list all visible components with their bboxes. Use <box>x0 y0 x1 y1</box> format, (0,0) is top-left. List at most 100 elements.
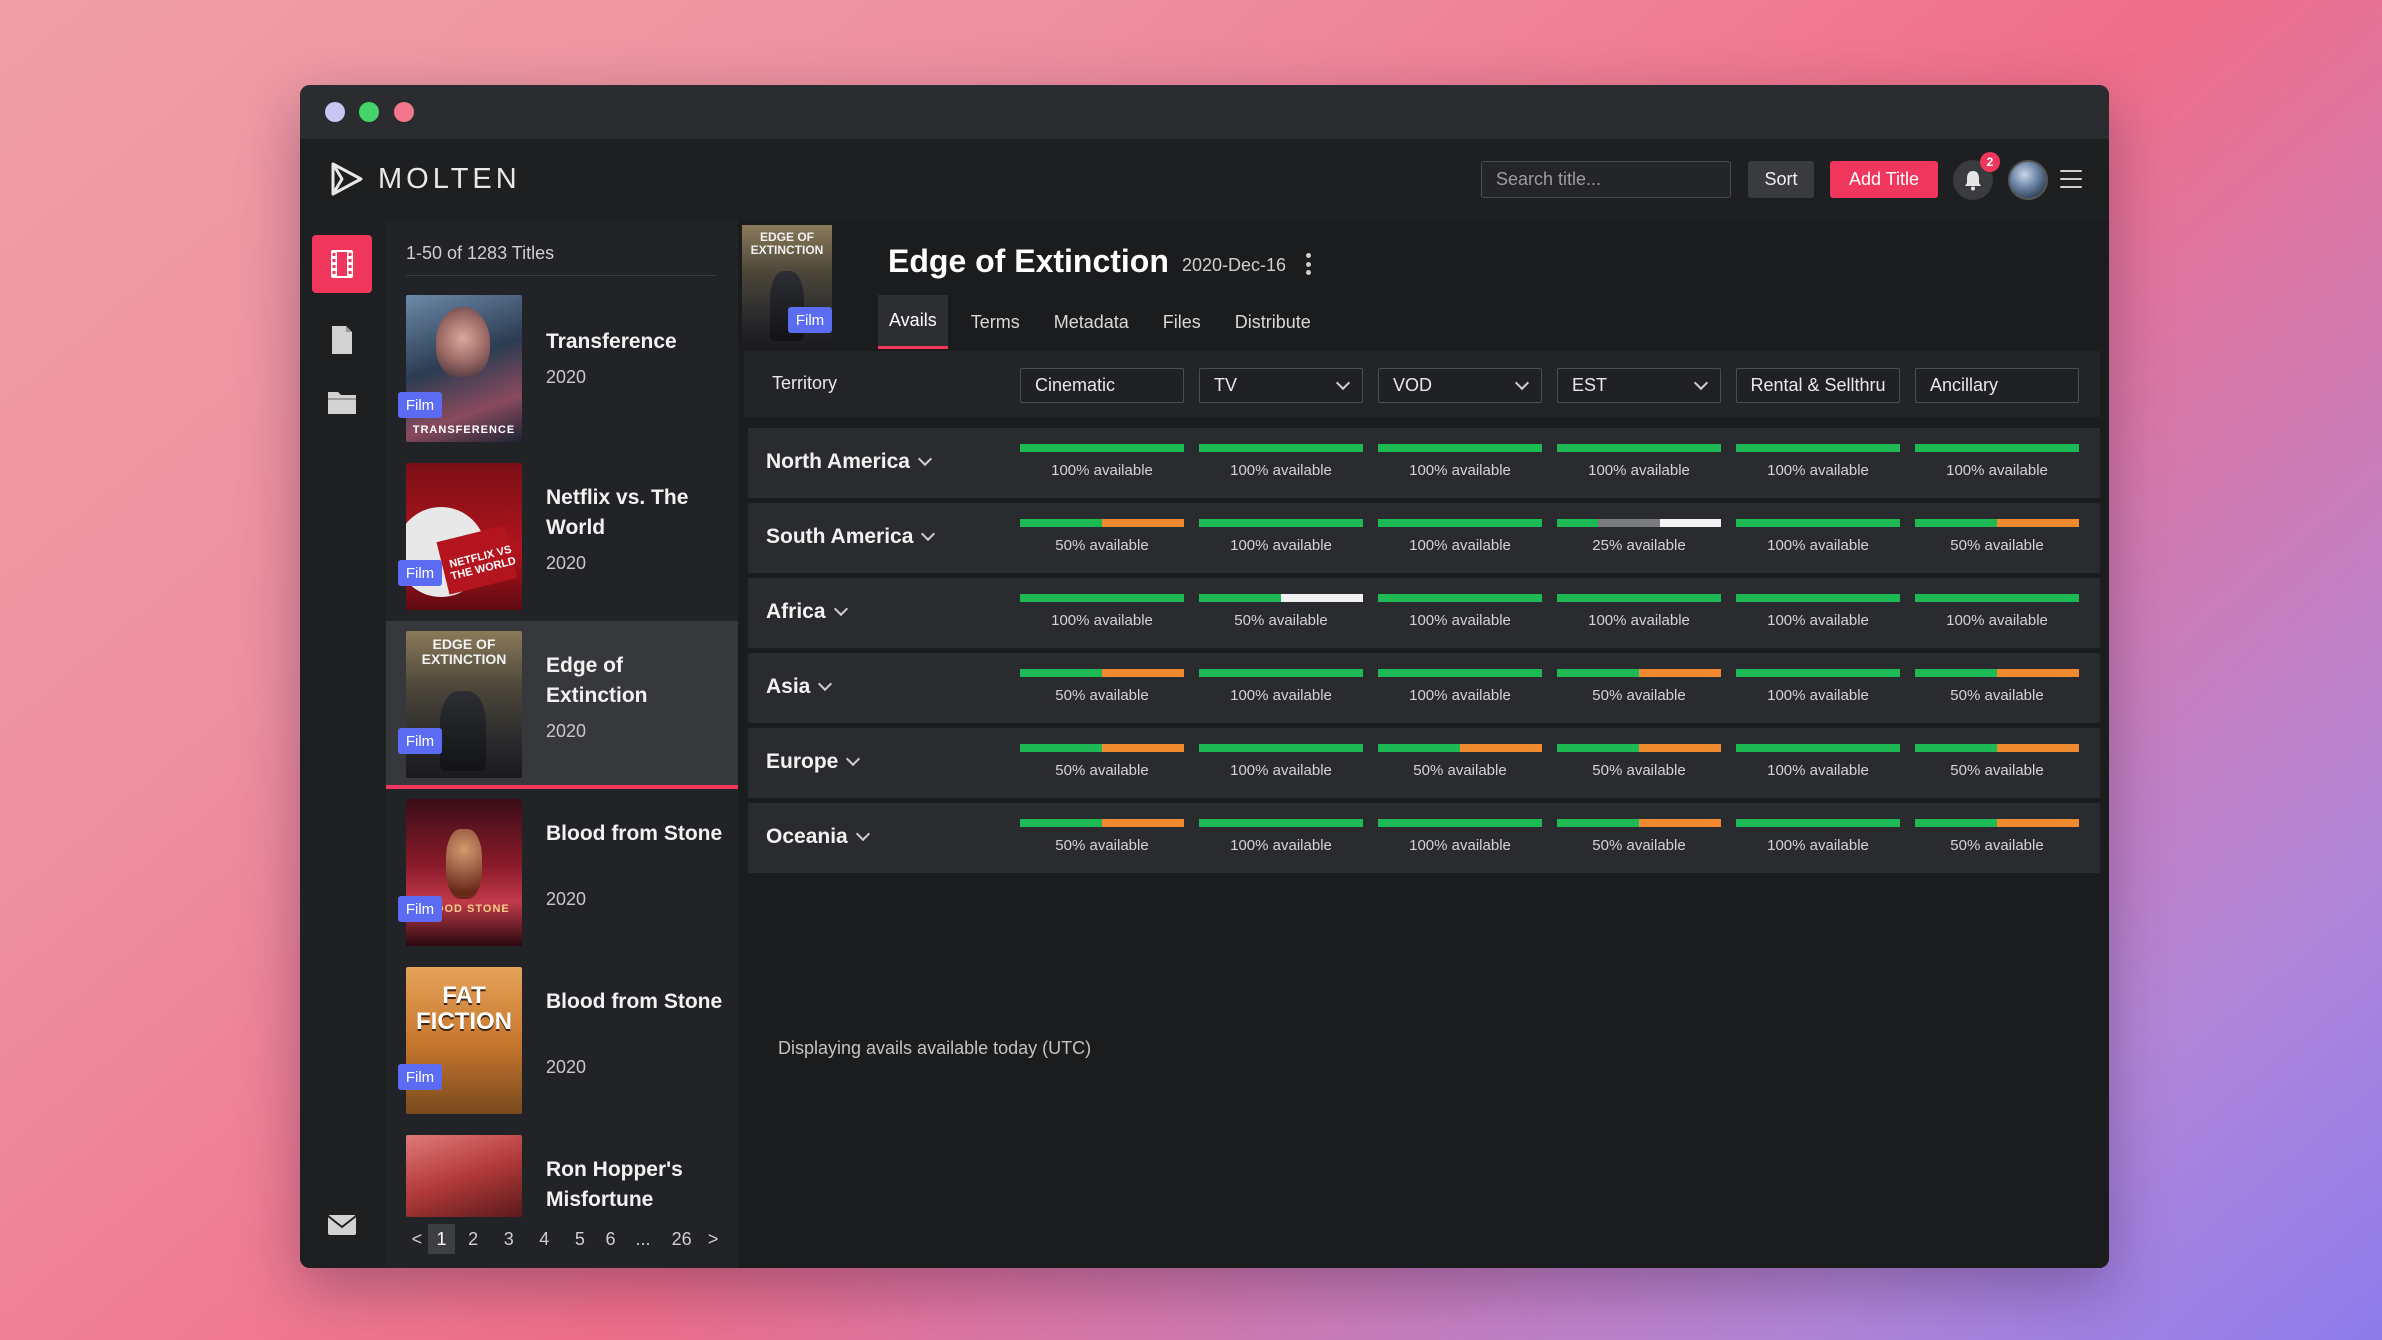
region-row[interactable]: Asia 50% available 100% available 100% avai… <box>748 653 2100 723</box>
window-minimize-button[interactable] <box>359 102 379 122</box>
avail-cell[interactable]: 100% available <box>1199 444 1363 479</box>
column-filter-ancillary[interactable]: Ancillary <box>1915 368 2079 403</box>
avail-cell[interactable]: 100% available <box>1378 444 1542 479</box>
avail-cell[interactable]: 100% available <box>1020 594 1184 629</box>
avail-cell[interactable]: 50% available <box>1915 519 2079 554</box>
avail-cell[interactable]: 50% available <box>1199 594 1363 629</box>
logo[interactable]: MOLTEN <box>330 161 521 197</box>
avail-cell[interactable]: 100% available <box>1199 519 1363 554</box>
page-title: Edge of Extinction <box>888 243 1169 279</box>
tab-terms[interactable]: Terms <box>970 311 1020 332</box>
rail-titles[interactable] <box>312 235 372 293</box>
avail-cell[interactable]: 100% available <box>1378 594 1542 629</box>
avail-cell[interactable]: 100% available <box>1736 744 1900 779</box>
rail-folders[interactable] <box>312 373 372 431</box>
tab-distribute[interactable]: Distribute <box>1234 311 1311 332</box>
region-name[interactable]: North America <box>766 450 933 474</box>
avail-cell[interactable]: 50% available <box>1915 819 2079 854</box>
avail-cell[interactable]: 100% available <box>1915 594 2079 629</box>
tab-metadata[interactable]: Metadata <box>1053 311 1129 332</box>
region-name[interactable]: Africa <box>766 600 848 624</box>
avail-cell[interactable]: 100% available <box>1199 744 1363 779</box>
title-list-item[interactable]: NETFLIX VS THE WORLD Film Netflix vs. Th… <box>386 453 738 621</box>
avail-cell[interactable]: 100% available <box>1736 444 1900 479</box>
avail-cell[interactable]: 50% available <box>1378 744 1542 779</box>
avail-cell[interactable]: 100% available <box>1915 444 2079 479</box>
pager-page[interactable]: 3 <box>503 1228 514 1249</box>
title-list-item-selected[interactable]: EDGE OF EXTINCTION Film Edge of Extincti… <box>386 621 738 789</box>
avail-cell[interactable]: 100% available <box>1378 669 1542 704</box>
avail-cell[interactable]: 50% available <box>1557 669 1721 704</box>
more-options-icon[interactable] <box>1306 253 1312 275</box>
search-input[interactable] <box>1481 161 1731 198</box>
column-filter-rental-sellthru[interactable]: Rental & Sellthru <box>1736 368 1900 403</box>
pager-page-last[interactable]: 26 <box>671 1228 692 1249</box>
title-list-item[interactable]: FAT FICTION Film Blood from Stone 2020 <box>386 957 738 1125</box>
hamburger-menu-icon[interactable] <box>2060 168 2082 190</box>
avail-label: 50% available <box>1950 762 2044 779</box>
avail-cell[interactable]: 100% available <box>1199 669 1363 704</box>
avail-cell[interactable]: 50% available <box>1020 744 1184 779</box>
pager-next[interactable]: > <box>707 1228 719 1249</box>
column-filter-tv[interactable]: TV <box>1199 368 1363 403</box>
title-list-item[interactable]: TRANSFERENCE Film Transference 2020 <box>386 285 738 453</box>
pager-page[interactable]: 5 <box>574 1228 585 1249</box>
detail-poster: EDGE OF EXTINCTION Film <box>742 225 832 349</box>
bar-segment-green <box>1915 669 1997 677</box>
sort-button[interactable]: Sort <box>1748 161 1814 198</box>
avail-cell[interactable]: 100% available <box>1736 819 1900 854</box>
region-name[interactable]: Europe <box>766 750 861 774</box>
tab-avails[interactable]: Avails <box>878 295 948 349</box>
bar-segment-orange <box>1102 744 1184 752</box>
title-list-item[interactable]: BLOOD STONE Film Blood from Stone 2020 <box>386 789 738 957</box>
pager-page[interactable]: 1 <box>427 1224 456 1254</box>
region-name[interactable]: Asia <box>766 675 833 699</box>
avail-cell[interactable]: 100% available <box>1378 519 1542 554</box>
avail-cell[interactable]: 100% available <box>1378 819 1542 854</box>
avail-cell[interactable]: 50% available <box>1020 819 1184 854</box>
avail-cell[interactable]: 50% available <box>1915 669 2079 704</box>
window-close-button[interactable] <box>325 102 345 122</box>
avail-cell[interactable]: 100% available <box>1736 594 1900 629</box>
pager-page[interactable]: 4 <box>539 1228 550 1249</box>
region-row[interactable]: South America 50% available 100% available… <box>748 503 2100 573</box>
avail-cell[interactable]: 100% available <box>1736 519 1900 554</box>
avail-cell[interactable]: 25% available <box>1557 519 1721 554</box>
avail-cell[interactable]: 50% available <box>1557 744 1721 779</box>
title-detail: EDGE OF EXTINCTION Film Edge of Extincti… <box>738 221 2109 1268</box>
pager-prev[interactable]: < <box>411 1228 423 1249</box>
avatar[interactable] <box>2008 160 2048 200</box>
avail-cell[interactable]: 50% available <box>1020 519 1184 554</box>
window-zoom-button[interactable] <box>394 102 414 122</box>
bar-segment-green <box>1020 519 1102 527</box>
region-row[interactable]: Europe 50% available 100% available 50% ava… <box>748 728 2100 798</box>
bar-segment-green <box>1736 594 1900 602</box>
avail-cell[interactable]: 50% available <box>1557 819 1721 854</box>
region-row[interactable]: Oceania 50% available 100% available 100% a… <box>748 803 2100 873</box>
avail-cell[interactable]: 100% available <box>1020 444 1184 479</box>
avail-cell[interactable]: 100% available <box>1199 819 1363 854</box>
tab-files[interactable]: Files <box>1162 311 1201 332</box>
avail-cell[interactable]: 100% available <box>1736 669 1900 704</box>
add-title-button[interactable]: Add Title <box>1830 161 1938 198</box>
pager-ellipsis: ... <box>635 1228 651 1249</box>
region-name[interactable]: South America <box>766 525 936 549</box>
rail-documents[interactable] <box>312 311 372 369</box>
column-filter-vod[interactable]: VOD <box>1378 368 1542 403</box>
region-name[interactable]: Oceania <box>766 825 870 849</box>
avail-label: 100% available <box>1409 612 1511 629</box>
avail-cell[interactable]: 100% available <box>1557 594 1721 629</box>
availability-bar <box>1020 519 1184 527</box>
region-row[interactable]: North America 100% available 100% availabl… <box>748 428 2100 498</box>
rail-messages[interactable] <box>312 1196 372 1254</box>
document-icon <box>332 326 352 354</box>
title-list-item[interactable]: Ron Hopper's Misfortune <box>386 1125 738 1217</box>
column-filter-est[interactable]: EST <box>1557 368 1721 403</box>
region-row[interactable]: Africa 100% available 50% available 100% av… <box>748 578 2100 648</box>
pager-page[interactable]: 6 <box>605 1228 616 1249</box>
avail-cell[interactable]: 100% available <box>1557 444 1721 479</box>
column-filter-cinematic[interactable]: Cinematic <box>1020 368 1184 403</box>
avail-cell[interactable]: 50% available <box>1915 744 2079 779</box>
pager-page[interactable]: 2 <box>468 1228 479 1249</box>
avail-cell[interactable]: 50% available <box>1020 669 1184 704</box>
